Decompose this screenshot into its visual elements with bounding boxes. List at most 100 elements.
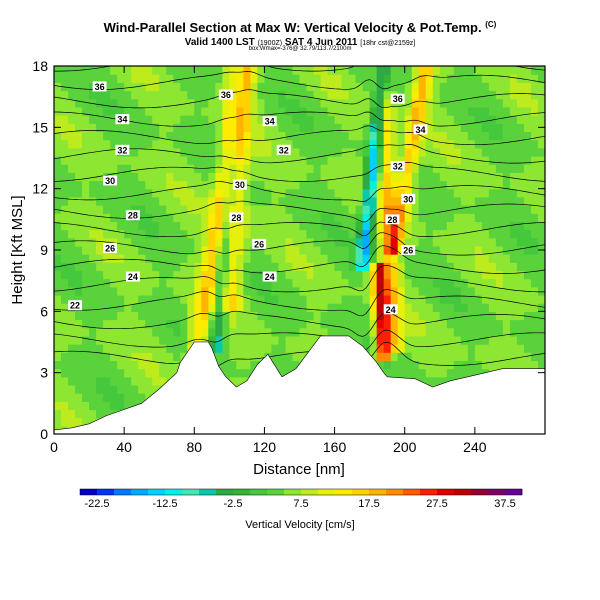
- heat-cell: [383, 155, 392, 165]
- heat-cell: [481, 106, 490, 116]
- heat-cell: [313, 221, 322, 231]
- heat-cell: [222, 155, 230, 165]
- heat-cell: [425, 106, 434, 116]
- heat-cell: [103, 90, 111, 100]
- heat-cell: [383, 196, 392, 206]
- heat-cell: [152, 319, 160, 329]
- heat-cell: [285, 360, 294, 370]
- heat-cell: [131, 303, 139, 312]
- heat-cell: [222, 303, 230, 312]
- heat-cell: [173, 311, 181, 321]
- heat-cell: [166, 319, 174, 329]
- heat-cell: [194, 115, 202, 124]
- heat-cell: [446, 360, 455, 370]
- heat-cell: [229, 221, 237, 231]
- isentrope-label-bg: [103, 242, 118, 253]
- heat-cell: [418, 172, 427, 182]
- heat-cell: [376, 335, 385, 345]
- heat-cell: [390, 221, 399, 231]
- heat-cell: [110, 196, 118, 206]
- heat-cell: [313, 213, 322, 222]
- heat-cell: [516, 98, 525, 108]
- heat-cell: [180, 82, 188, 92]
- heat-cell: [348, 164, 357, 173]
- heat-cell: [264, 82, 273, 92]
- heat-cell: [152, 196, 160, 206]
- heat-cell: [236, 368, 244, 378]
- heat-cell: [453, 205, 462, 214]
- heat-cell: [61, 376, 69, 386]
- heat-cell: [467, 245, 476, 255]
- heat-cell: [96, 254, 104, 263]
- heat-cell: [229, 270, 237, 280]
- heat-cell: [215, 344, 223, 353]
- heat-cell: [418, 368, 427, 378]
- heat-cell: [397, 303, 406, 312]
- heat-cell: [61, 278, 69, 288]
- heat-cell: [208, 221, 216, 231]
- heat-cell: [201, 335, 209, 345]
- heat-cell: [54, 139, 62, 149]
- heat-cell: [320, 205, 329, 214]
- heat-cell: [89, 335, 97, 345]
- heat-cell: [215, 286, 223, 296]
- heat-cell: [369, 180, 378, 190]
- heat-cell: [397, 327, 406, 337]
- heat-cell: [425, 172, 434, 182]
- heat-cell: [355, 82, 364, 92]
- heat-cell: [159, 311, 167, 321]
- heat-cell: [334, 319, 343, 329]
- isentrope-line: [54, 289, 545, 317]
- heat-cell: [229, 98, 237, 108]
- heat-cell: [537, 303, 545, 312]
- heat-cell: [82, 90, 90, 100]
- heat-cell: [229, 188, 237, 198]
- isentrope-label-bg: [276, 144, 291, 155]
- heat-cell: [446, 82, 455, 92]
- heat-cell: [124, 188, 132, 198]
- heat-cell: [411, 229, 420, 239]
- heat-cell: [257, 90, 266, 100]
- heat-cell: [82, 147, 90, 157]
- heat-cell: [292, 147, 301, 157]
- heat-cell: [243, 270, 251, 280]
- heat-cell: [68, 221, 76, 231]
- isentrope-label-bg: [103, 175, 118, 186]
- heat-cell: [516, 196, 525, 206]
- heat-cell: [481, 303, 490, 312]
- heat-cell: [82, 352, 90, 361]
- heat-cell: [523, 270, 532, 280]
- heat-cell: [89, 172, 97, 182]
- heat-cell: [502, 164, 511, 173]
- heat-cell: [68, 384, 76, 394]
- isentrope-line: [54, 111, 545, 127]
- isentrope-label-bg: [68, 300, 83, 311]
- heat-cell: [334, 172, 343, 182]
- heat-cell: [250, 294, 259, 304]
- heat-cell: [285, 188, 294, 198]
- heat-cell: [418, 286, 427, 296]
- heat-cell: [306, 115, 315, 124]
- heat-cell: [432, 213, 441, 222]
- heat-cell: [194, 131, 202, 141]
- heat-cell: [75, 196, 83, 206]
- heat-cell: [166, 66, 174, 75]
- heat-cell: [523, 311, 532, 321]
- heat-cell: [467, 106, 476, 116]
- heat-cell: [145, 221, 153, 231]
- heat-cell: [138, 360, 146, 370]
- heat-cell: [54, 66, 62, 75]
- heat-cell: [467, 139, 476, 149]
- valid-time: Valid 1400 LST: [184, 37, 255, 48]
- heat-cell: [474, 262, 483, 272]
- heat-cell: [61, 254, 69, 263]
- heat-cell: [341, 66, 350, 75]
- heat-cell: [75, 188, 83, 198]
- heat-cell: [320, 254, 329, 263]
- heat-cell: [82, 172, 90, 182]
- heat-cell: [397, 262, 406, 272]
- heat-cell: [341, 164, 350, 173]
- heat-cell: [103, 98, 111, 108]
- heat-cell: [481, 245, 490, 255]
- heat-cell: [236, 221, 244, 231]
